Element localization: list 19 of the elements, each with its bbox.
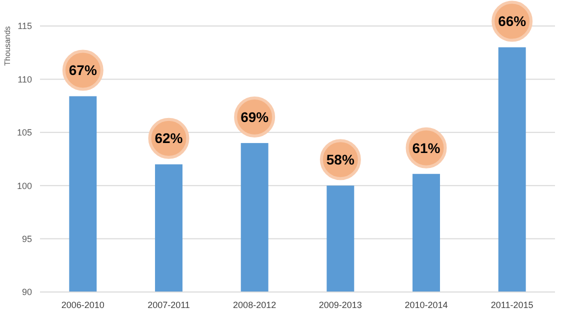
y-tick-label: 95	[22, 234, 32, 244]
x-tick-label: 2011-2015	[490, 300, 534, 310]
y-axis-title: Thousands	[3, 26, 12, 66]
y-tick-label: 90	[22, 287, 32, 298]
annotation: 62%	[154, 130, 184, 146]
annotation: 69%	[240, 108, 270, 125]
annotation: 58%	[326, 152, 355, 168]
x-tick-label: 2010-2014	[404, 300, 448, 310]
x-tick-label: 2008-2012	[233, 300, 276, 310]
x-tick-label: 2007-2011	[148, 300, 190, 310]
y-tick-label: 105	[16, 128, 32, 138]
annotation: 61%	[412, 140, 441, 156]
annotation: 66%	[498, 13, 527, 30]
y-tick-label: 115	[18, 21, 32, 32]
y-tick-label: 110	[18, 74, 32, 84]
x-tick-label: 2009-2013	[318, 300, 362, 310]
x-tick-label: 2006-2010	[61, 300, 104, 310]
y-tick-label: 100	[16, 180, 32, 191]
annotation: 67%	[68, 62, 98, 78]
